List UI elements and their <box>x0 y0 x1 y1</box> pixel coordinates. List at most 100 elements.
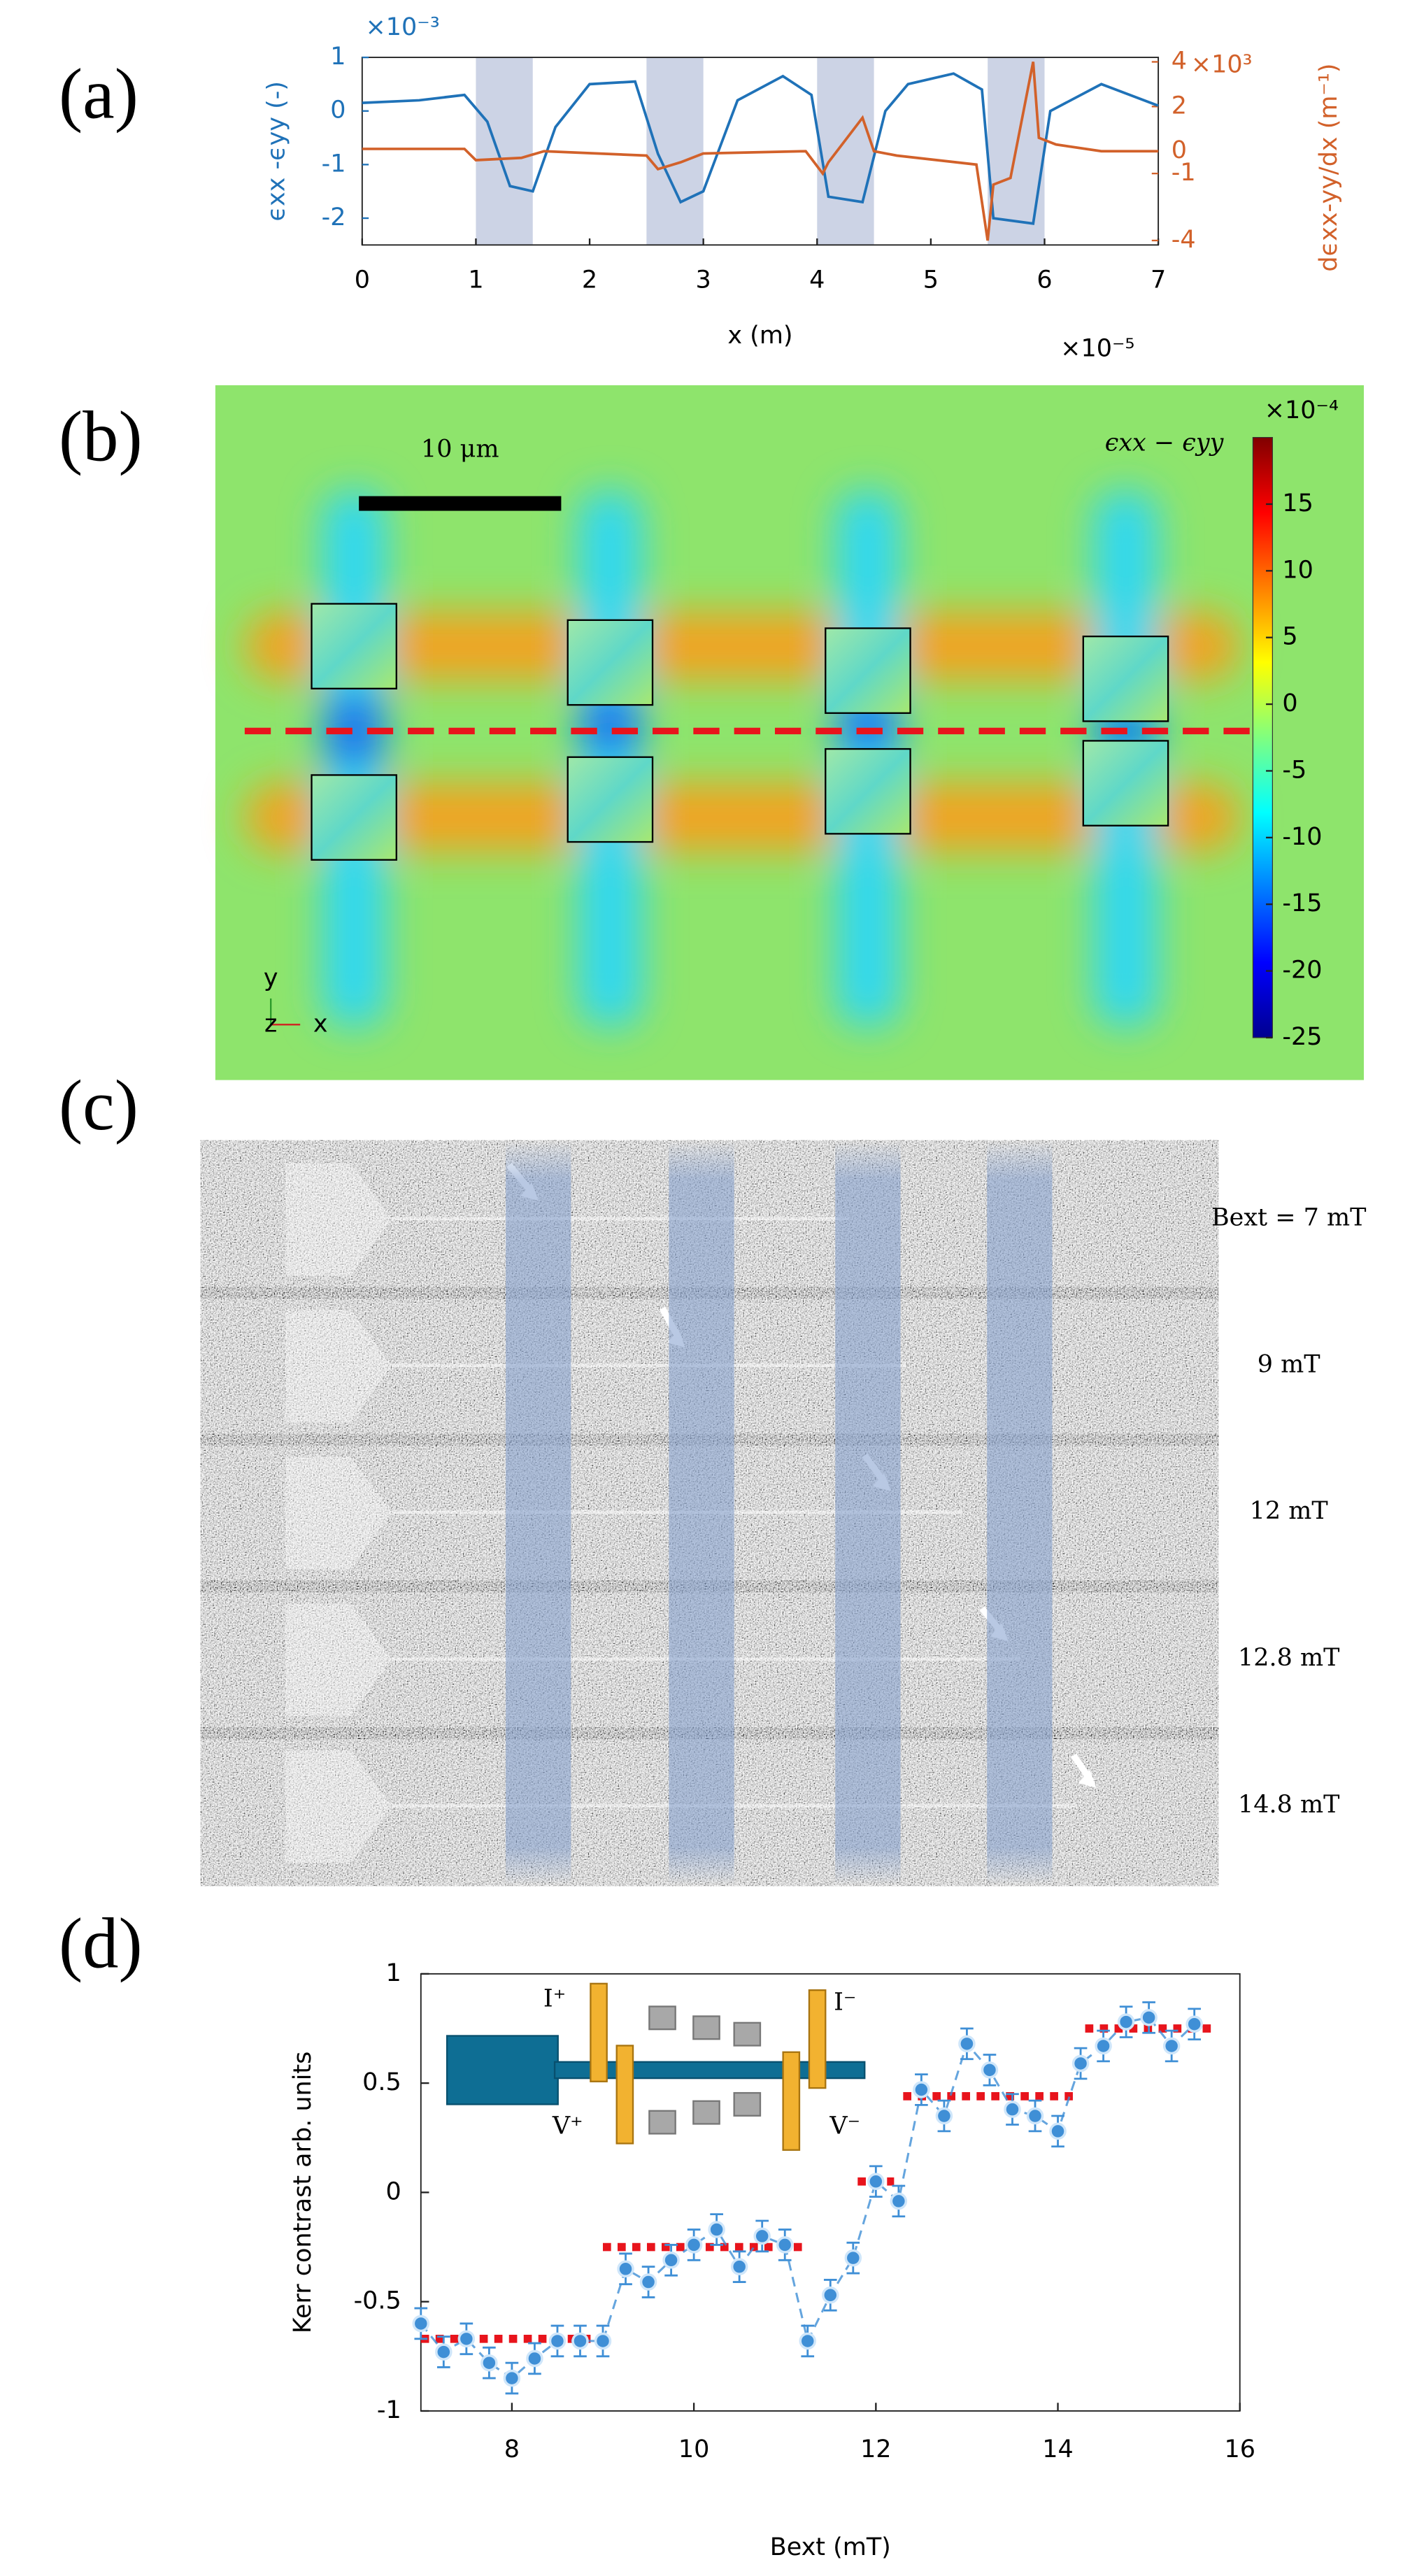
inset-label: I⁻ <box>834 1988 856 2016</box>
panel-label: (a) <box>59 55 138 134</box>
data-point <box>412 2314 430 2333</box>
x-tick-label: 5 <box>923 266 939 294</box>
data-point <box>1095 2037 1112 2055</box>
x-tick-label: 7 <box>1151 266 1166 294</box>
data-point <box>526 2349 543 2368</box>
data-point <box>1117 2013 1135 2031</box>
data-point <box>617 2260 634 2278</box>
y-tick-label: -2 <box>322 203 346 231</box>
panel-label: (b) <box>59 397 143 476</box>
colorbar-tick-label: 0 <box>1282 689 1297 717</box>
data-point <box>435 2343 453 2361</box>
x-tick-label: 12 <box>860 2435 892 2463</box>
y-axis-label: ϵxx -ϵyy (-) <box>263 81 291 222</box>
x-tick-label: 8 <box>504 2435 520 2463</box>
data-point <box>890 2192 908 2210</box>
y-tick-label: 0.5 <box>362 2068 401 2096</box>
colorbar-tick-label: -5 <box>1282 756 1306 784</box>
y-multiplier: ×10⁻³ <box>365 13 439 41</box>
x-tick-label: 6 <box>1037 266 1052 294</box>
contact-pad <box>285 1457 392 1570</box>
data-point <box>822 2287 839 2304</box>
contact-pad <box>285 1603 392 1717</box>
data-point <box>1049 2122 1067 2140</box>
inset-label: I⁺ <box>543 1985 566 2013</box>
shaded-region <box>646 57 704 245</box>
data-point <box>913 2081 930 2098</box>
x-tick-label: 3 <box>696 266 711 294</box>
field-label: 14.8 mT <box>1238 1791 1339 1819</box>
data-point <box>776 2236 794 2254</box>
colorbar-tick-label: 15 <box>1282 489 1313 517</box>
electrode-band <box>835 1142 901 1884</box>
shaded-region <box>817 57 874 245</box>
y-axis-label: Kerr contrast arb. units <box>289 2052 317 2334</box>
data-point <box>480 2354 498 2372</box>
electrode-band <box>506 1142 571 1884</box>
x-tick-label: 2 <box>582 266 597 294</box>
y2-tick-label: 2 <box>1171 92 1187 120</box>
data-point <box>548 2332 567 2350</box>
domain-arrow-head <box>1078 1770 1097 1788</box>
y2-tick-label: 4 <box>1171 47 1187 75</box>
y-tick-label: -1 <box>377 2396 401 2424</box>
data-point <box>867 2173 885 2191</box>
y2-tick-label: -4 <box>1171 226 1196 254</box>
colorbar-multiplier: ×10⁻⁴ <box>1265 396 1339 424</box>
data-point <box>958 2035 976 2053</box>
field-title: ϵxx − ϵyy <box>1105 429 1225 457</box>
data-point <box>1185 2015 1203 2033</box>
data-point <box>639 2273 657 2291</box>
device-inset <box>446 1982 866 2151</box>
inset-label: V⁻ <box>829 2112 860 2140</box>
data-point <box>844 2249 862 2267</box>
colorbar-tick-label: 10 <box>1282 556 1313 584</box>
shaded-region <box>476 57 533 245</box>
data-point <box>1071 2054 1090 2073</box>
colorbar-tick-label: -25 <box>1282 1023 1322 1051</box>
x-axis-label: x (m) <box>727 322 792 350</box>
data-point <box>1162 2037 1181 2055</box>
y-tick-label: 0 <box>330 96 346 124</box>
data-point <box>708 2221 725 2238</box>
panel-c: (c) Bext = 7 mT 9 mT 12 mT 12.8 mT 14.8 mT <box>59 1066 1367 1884</box>
inset-label: V⁺ <box>552 2112 583 2140</box>
electrode-band <box>669 1142 734 1884</box>
x-multiplier: ×10⁻⁵ <box>1060 335 1134 363</box>
data-point <box>981 2061 999 2079</box>
y2-tick-label: 0 <box>1171 136 1187 164</box>
y-tick-label: 0 <box>386 2177 401 2205</box>
data-point <box>594 2332 612 2350</box>
field-label: Bext = 7 mT <box>1211 1203 1367 1231</box>
data-point <box>1004 2101 1021 2118</box>
colorbar-tick-label: 5 <box>1282 623 1297 651</box>
data-point <box>730 2258 748 2275</box>
data-point <box>571 2332 589 2350</box>
x-tick-label: 16 <box>1224 2435 1255 2463</box>
electrode-band <box>987 1142 1053 1884</box>
axis-triad-label: y <box>264 964 278 992</box>
contact-pad <box>285 1750 392 1863</box>
axis-triad-label: x <box>313 1010 328 1038</box>
data-point <box>753 2227 771 2245</box>
panel-d: (d) 8 10 12 14 16 -1 -0.5 0 0.5 1 Bext (mT) Kerr con… <box>59 1905 1255 2561</box>
y-tick-label: -1 <box>322 150 346 178</box>
colorbar <box>1252 436 1273 1038</box>
electrodes <box>311 603 1169 861</box>
y2-multiplier: ×10³ <box>1191 51 1253 79</box>
contact-pad <box>285 1163 392 1276</box>
colorbar-tick-label: -20 <box>1282 957 1322 985</box>
scale-bar <box>359 496 562 511</box>
data-point <box>685 2236 703 2254</box>
y-tick-label: -0.5 <box>354 2287 401 2315</box>
data-point <box>503 2369 521 2387</box>
panel-label: (d) <box>59 1905 143 1984</box>
x-tick-label: 1 <box>468 266 483 294</box>
x-tick-label: 0 <box>355 266 370 294</box>
x-tick-label: 10 <box>678 2435 710 2463</box>
data-point <box>799 2332 816 2350</box>
scale-bar-label: 10 μm <box>421 436 499 464</box>
panel-label: (c) <box>59 1066 138 1145</box>
